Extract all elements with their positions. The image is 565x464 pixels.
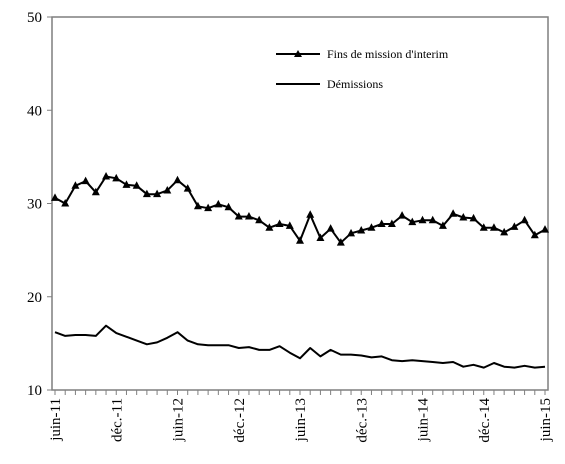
data-point xyxy=(91,187,100,196)
data-point xyxy=(306,210,315,218)
series-layer xyxy=(51,171,549,369)
data-point xyxy=(398,211,407,219)
data-point xyxy=(193,201,202,210)
data-point xyxy=(367,223,376,231)
data-point xyxy=(336,238,345,246)
data-point xyxy=(530,230,539,239)
plot-frame xyxy=(51,16,549,391)
data-point xyxy=(408,217,417,226)
data-point xyxy=(500,227,509,236)
y-tick-label: 20 xyxy=(27,290,42,306)
data-point xyxy=(387,219,396,228)
data-point xyxy=(479,223,488,231)
data-point xyxy=(377,219,386,228)
data-point xyxy=(204,203,213,212)
data-point xyxy=(326,224,335,232)
data-point xyxy=(71,181,80,189)
data-point xyxy=(81,176,90,185)
data-point xyxy=(489,223,498,231)
x-tick-label: déc.-13 xyxy=(354,398,370,443)
data-point xyxy=(428,215,437,224)
data-point xyxy=(469,213,478,222)
data-point xyxy=(244,212,253,220)
data-point xyxy=(316,233,325,242)
data-point xyxy=(418,215,427,224)
legend: Fins de mission d'interim Démissions xyxy=(276,47,449,91)
data-point xyxy=(265,223,274,231)
data-point xyxy=(520,215,529,224)
data-point xyxy=(112,173,121,182)
data-point xyxy=(122,180,131,188)
legend-label-fins: Fins de mission d'interim xyxy=(327,47,449,61)
x-tick-label: juin-11 xyxy=(48,398,64,442)
data-point xyxy=(224,202,233,211)
data-point xyxy=(183,184,192,192)
data-point xyxy=(234,212,243,220)
data-point xyxy=(255,215,264,224)
y-tick-label: 30 xyxy=(27,197,42,213)
x-tick-label: juin-15 xyxy=(538,398,554,442)
y-tick-label: 10 xyxy=(27,383,42,399)
data-point xyxy=(102,171,111,180)
data-point xyxy=(449,209,458,217)
data-point xyxy=(173,175,182,184)
y-tick-label: 50 xyxy=(27,10,42,26)
data-point xyxy=(459,212,468,221)
legend-label-demissions: Démissions xyxy=(327,77,383,91)
data-point xyxy=(153,189,162,198)
y-tick-label: 40 xyxy=(27,103,42,119)
x-tick-label: juin-13 xyxy=(293,398,309,442)
y-axis: 10 20 30 40 50 xyxy=(27,10,52,399)
x-tick-label: juin-14 xyxy=(416,398,432,443)
legend-marker-fins xyxy=(294,50,302,57)
x-tick-label: déc.-11 xyxy=(109,398,125,442)
data-point xyxy=(163,185,172,194)
data-point xyxy=(275,219,284,228)
data-point xyxy=(132,181,141,189)
x-tick-label: déc.-12 xyxy=(232,398,248,443)
x-tick-label: juin-12 xyxy=(171,398,187,442)
data-point xyxy=(214,199,223,208)
data-point xyxy=(357,226,366,234)
x-axis: juin-11 déc.-11 juin-12 déc.-12 juin-13 déc.-… xyxy=(48,390,554,443)
data-point xyxy=(285,221,294,229)
data-point xyxy=(347,228,356,237)
data-point xyxy=(61,199,70,207)
data-point xyxy=(438,221,447,229)
data-point xyxy=(142,189,151,198)
data-point xyxy=(296,236,304,244)
data-point xyxy=(541,225,549,233)
x-tick-label: déc.-14 xyxy=(477,398,493,443)
legend-item-fins: Fins de mission d'interim xyxy=(276,47,449,61)
series-line-1 xyxy=(54,324,546,369)
data-point xyxy=(510,222,519,230)
legend-item-demissions: Démissions xyxy=(276,77,383,91)
data-point xyxy=(51,193,59,201)
